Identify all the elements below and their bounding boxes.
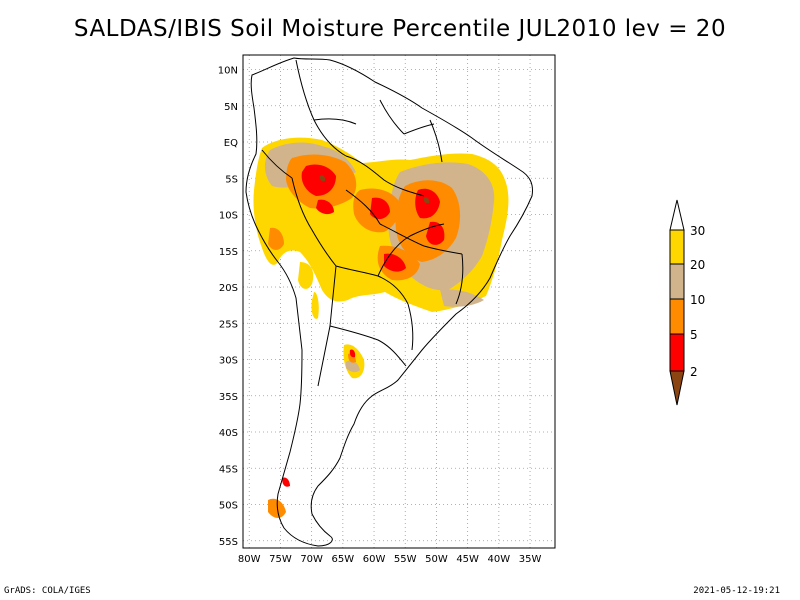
footer-timestamp: 2021-05-12-19:21 bbox=[693, 586, 780, 596]
y-tick-label: 10N bbox=[218, 66, 238, 77]
map-title: SALDAS/IBIS Soil Moisture Percentile JUL… bbox=[73, 16, 727, 42]
colorbar-label: 5 bbox=[690, 328, 698, 342]
colorbar-label: 20 bbox=[690, 258, 705, 272]
y-tick-label: 55S bbox=[219, 537, 238, 548]
x-tick-label: 35W bbox=[519, 554, 542, 565]
y-tick-label: 20S bbox=[219, 283, 238, 294]
coastline bbox=[245, 57, 533, 547]
colorbar-seg-10-20 bbox=[669, 263, 685, 300]
x-tick-label: 80W bbox=[238, 554, 261, 565]
x-tick-label: 70W bbox=[300, 554, 323, 565]
y-tick-label: 15S bbox=[219, 247, 238, 258]
y-tick-label: 50S bbox=[219, 501, 238, 512]
footer-credit: GrADS: COLA/IGES bbox=[4, 586, 91, 596]
x-tick-label: 45W bbox=[456, 554, 479, 565]
x-tick-label: 55W bbox=[394, 554, 417, 565]
x-tick-label: 40W bbox=[488, 554, 511, 565]
colorbar-top-triangle bbox=[669, 199, 685, 231]
colorbar-label: 30 bbox=[690, 224, 705, 238]
y-tick-labels: 10N 5N EQ 5S 10S 15S 20S 25S 30S 35S 40S 45S 50S 55S bbox=[218, 66, 238, 548]
y-tick-label: 35S bbox=[219, 392, 238, 403]
y-tick-label: 45S bbox=[219, 464, 238, 475]
x-tick-label: 65W bbox=[332, 554, 355, 565]
shade-below-2 bbox=[319, 175, 430, 204]
x-tick-label: 50W bbox=[425, 554, 448, 565]
y-tick-label: EQ bbox=[224, 138, 238, 149]
y-tick-label: 5S bbox=[225, 174, 238, 185]
shade-2-5 bbox=[282, 164, 445, 487]
colorbar-seg-5-10 bbox=[669, 298, 685, 335]
colorbar: 2 5 10 20 30 bbox=[669, 199, 705, 406]
colorbar-label: 2 bbox=[690, 365, 698, 379]
colorbar-bottom-triangle bbox=[669, 370, 685, 406]
x-tick-label: 75W bbox=[269, 554, 292, 565]
colorbar-label: 10 bbox=[690, 293, 705, 307]
y-tick-label: 40S bbox=[219, 428, 238, 439]
y-tick-label: 30S bbox=[219, 356, 238, 367]
colorbar-seg-2-5 bbox=[669, 333, 685, 372]
map-frame bbox=[242, 54, 556, 549]
y-tick-label: 5N bbox=[224, 102, 238, 113]
colorbar-seg-20-30 bbox=[669, 229, 685, 265]
shading-layer bbox=[253, 137, 509, 518]
y-tick-label: 25S bbox=[219, 319, 238, 330]
colorbar-labels: 2 5 10 20 30 bbox=[690, 224, 705, 379]
x-tick-label: 60W bbox=[363, 554, 386, 565]
x-tick-labels: 80W 75W 70W 65W 60W 55W 50W 45W 40W 35W bbox=[238, 554, 542, 565]
y-tick-label: 10S bbox=[219, 211, 238, 222]
